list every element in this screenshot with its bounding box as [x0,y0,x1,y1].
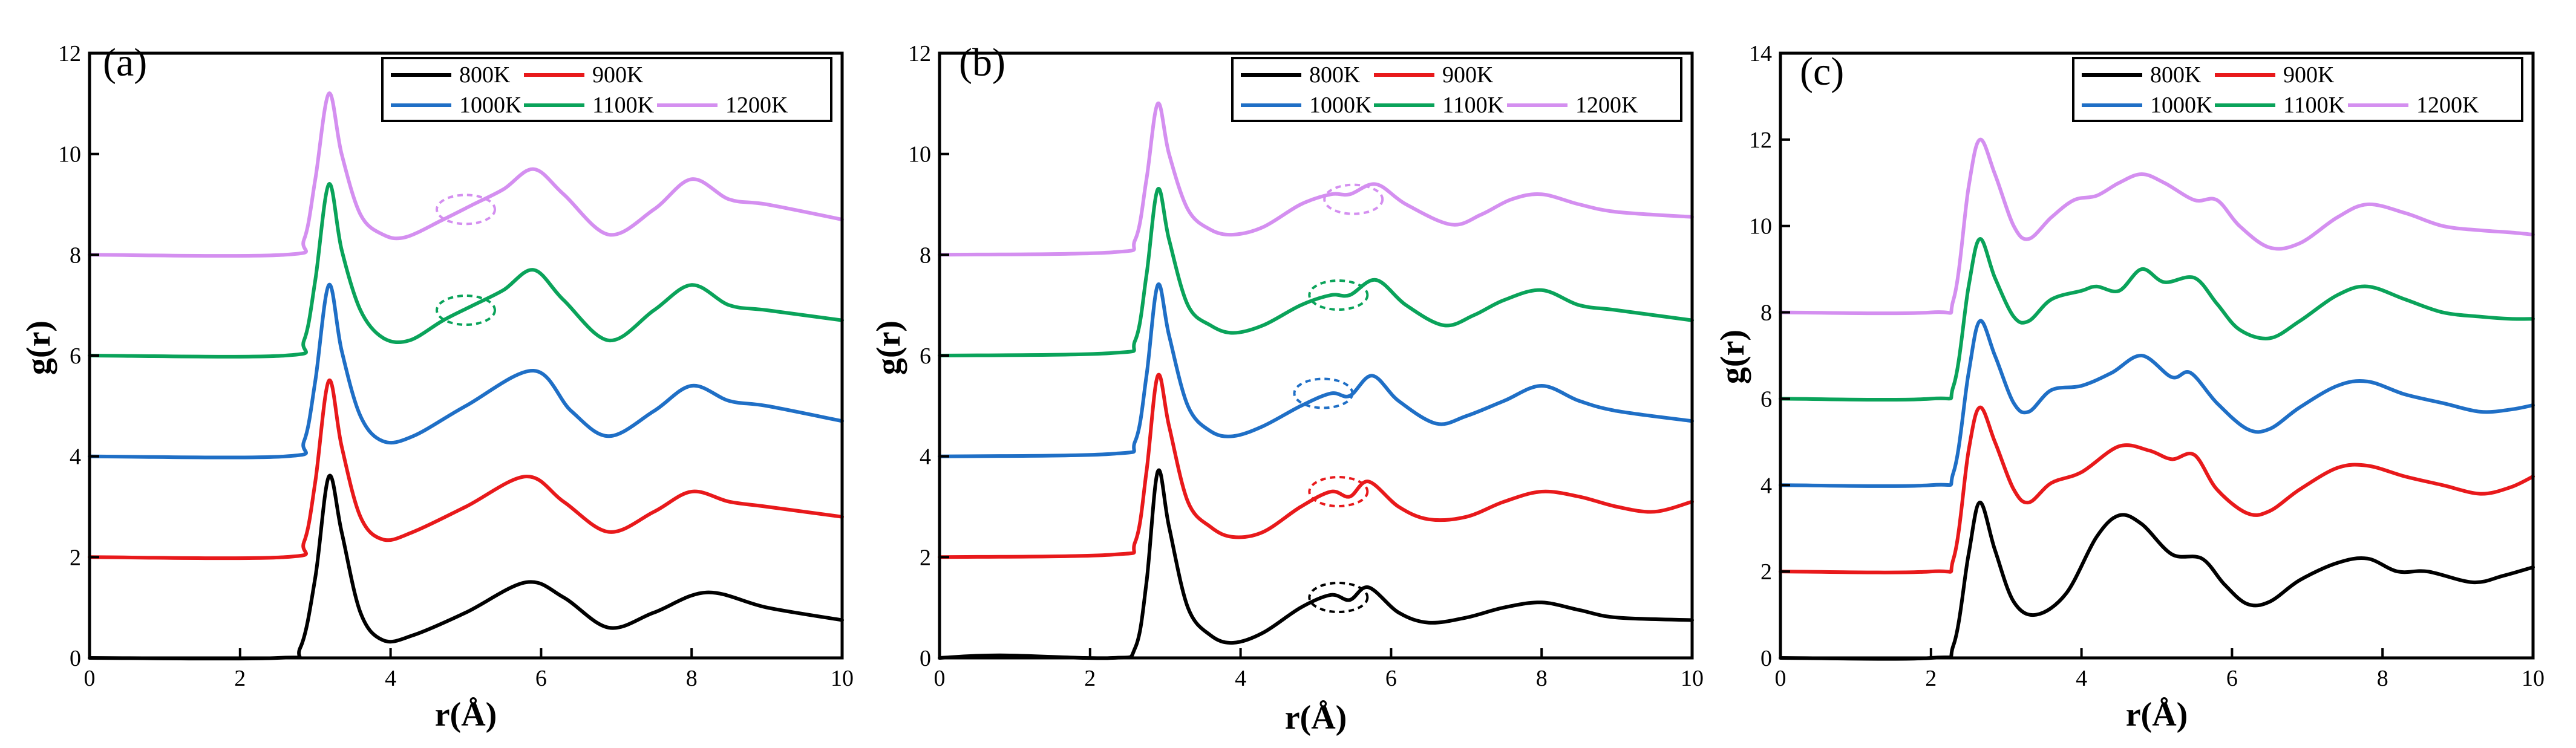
panel-c-frame [1779,51,2535,660]
panel-b-x-tick-label-2: 2 [1084,666,1096,691]
panel-c-label: (c) [1800,50,1844,94]
panel-a-legend-label-1000K: 1000K [459,93,522,118]
panel-c-series-1100K [1779,237,2535,402]
panel-c-legend-label-1000K: 1000K [2150,93,2213,118]
panel-c-x-tick-label-10: 10 [2522,666,2545,691]
panel-b-y-tick-label-8: 8 [920,242,931,268]
panel-a-x-tick-label-2: 2 [234,666,246,691]
panel-c-y-tick-label-8: 8 [1760,301,1772,326]
panel-c-legend-label-900K: 900K [2283,62,2335,88]
panel-b-x-tick-label-10: 10 [1681,666,1704,691]
panel-a: (a) r(Å) g(r) 0 2 4 6 8 10 0 2 4 6 8 10 12 800K 900K 10… [20,41,854,733]
panel-c-x-tick-label-2: 2 [1925,666,1937,691]
panel-a-annotation-ellipse-1 [436,194,496,226]
panel-a-y-tick-label-0: 0 [70,646,81,671]
panel-a-series-900K [88,379,844,561]
panel-a-x-tick-label-10: 10 [831,666,854,691]
panel-c-y-tick-label-0: 0 [1760,646,1772,671]
panel-a-legend-box [381,57,832,122]
panel-b-legend-label-800K: 800K [1309,62,1361,88]
panel-c-legend-label-1100K: 1100K [2283,93,2346,118]
panel-c-y-tick-label-14: 14 [1749,41,1772,67]
panel-a-x-tick-label-4: 4 [385,666,396,691]
panel-b-legend-label-1200K: 1200K [1575,93,1638,118]
panel-a-x-tick-label-0: 0 [84,666,96,691]
panel-a-y-tick-label-12: 12 [58,41,81,67]
panel-a-x-tick-label-6: 6 [535,666,547,691]
panel-b-x-axis-title: r(Å) [1285,699,1347,737]
panel-b-x-tick-label-8: 8 [1536,666,1548,691]
panel-a-y-tick-label-2: 2 [70,545,81,570]
panel-b-x-tick-label-0: 0 [934,666,946,691]
panel-a-legend-label-1100K: 1100K [592,93,655,118]
panel-a-y-tick-label-8: 8 [70,242,81,268]
panel-c-x-tick-label-6: 6 [2226,666,2238,691]
panel-a-legend-label-900K: 900K [592,62,644,88]
panel-c-series-1000K [1779,319,2535,488]
panel-b-annotation-ellipse-4 [1323,183,1384,215]
panel-c-y-tick-label-6: 6 [1760,386,1772,412]
panel-a-y-axis-title: g(r) [20,320,57,375]
panel-b-series-1200K [938,102,1694,257]
panel-b-y-tick-label-0: 0 [920,646,931,671]
panel-a-series-1200K [88,91,844,258]
panel-c-x-tick-label-4: 4 [2076,666,2087,691]
panel-b-annotation-ellipse-2 [1293,377,1354,409]
panel-b-y-tick-label-10: 10 [908,142,931,167]
panel-b-annotation-ellipse-1 [1308,476,1369,507]
panel-b-legend-label-1100K: 1100K [1442,93,1505,118]
panel-b-legend-box [1231,57,1682,122]
panel-b-legend-label-1000K: 1000K [1309,93,1372,118]
panel-b-x-tick-label-4: 4 [1235,666,1246,691]
panel-a-y-tick-label-6: 6 [70,343,81,369]
panel-a-annotation-ellipse-0 [436,294,496,326]
panel-b-label: (b) [959,41,1005,85]
panel-b-annotation-ellipse-0 [1308,582,1369,613]
panel-a-legend-label-800K: 800K [459,62,511,88]
panel-a-series-800K [88,473,844,661]
panel-b-series-1100K [938,187,1694,357]
panel-b-x-tick-label-6: 6 [1385,666,1397,691]
panel-c: (c) r(Å) g(r) 0 2 4 6 8 10 0 2 4 6 8 10 12 14 800K 900K… [1714,41,2545,733]
panel-a-legend-label-1200K: 1200K [725,93,788,118]
panel-b-legend-label-900K: 900K [1442,62,1494,88]
panel-c-x-axis-title: r(Å) [2126,696,2188,733]
panel-b-series-1000K [938,282,1694,458]
panel-a-x-tick-label-8: 8 [686,666,698,691]
panel-c-x-tick-label-0: 0 [1775,666,1787,691]
panel-c-legend-box [2072,57,2523,122]
panel-a-y-tick-label-10: 10 [58,142,81,167]
panel-b-series-900K [938,372,1694,559]
panel-a-y-tick-label-4: 4 [70,444,81,470]
panel-c-legend-label-1200K: 1200K [2416,93,2479,118]
panel-c-series-1200K [1779,137,2535,316]
panel-c-legend-label-800K: 800K [2150,62,2202,88]
panel-b-y-axis-title: g(r) [870,320,907,375]
panel-c-series-800K [1779,500,2535,661]
panel-a-label: (a) [103,41,147,85]
panel-a-series-1000K [88,282,844,460]
panel-a-x-axis-title: r(Å) [435,696,497,733]
panel-b-y-tick-label-4: 4 [920,444,931,470]
panel-c-x-tick-label-8: 8 [2377,666,2388,691]
panel-b-annotation-ellipse-3 [1308,279,1369,311]
panel-c-y-tick-label-12: 12 [1749,128,1772,153]
panel-c-y-tick-label-4: 4 [1760,473,1772,498]
panel-b-y-tick-label-2: 2 [920,545,931,570]
panel-c-y-tick-label-10: 10 [1749,214,1772,239]
panel-b-y-tick-label-6: 6 [920,343,931,369]
panel-c-y-axis-title: g(r) [1714,330,1751,384]
panel-c-series-900K [1779,405,2535,574]
panel-b: (b) r(Å) g(r) 0 2 4 6 8 10 0 2 4 6 8 10 12 800K 900K 10… [870,41,1704,737]
panel-b-series-800K [938,468,1694,660]
panel-c-y-tick-label-2: 2 [1760,559,1772,585]
panel-b-y-tick-label-12: 12 [908,41,931,67]
panel-a-series-1100K [88,182,844,359]
